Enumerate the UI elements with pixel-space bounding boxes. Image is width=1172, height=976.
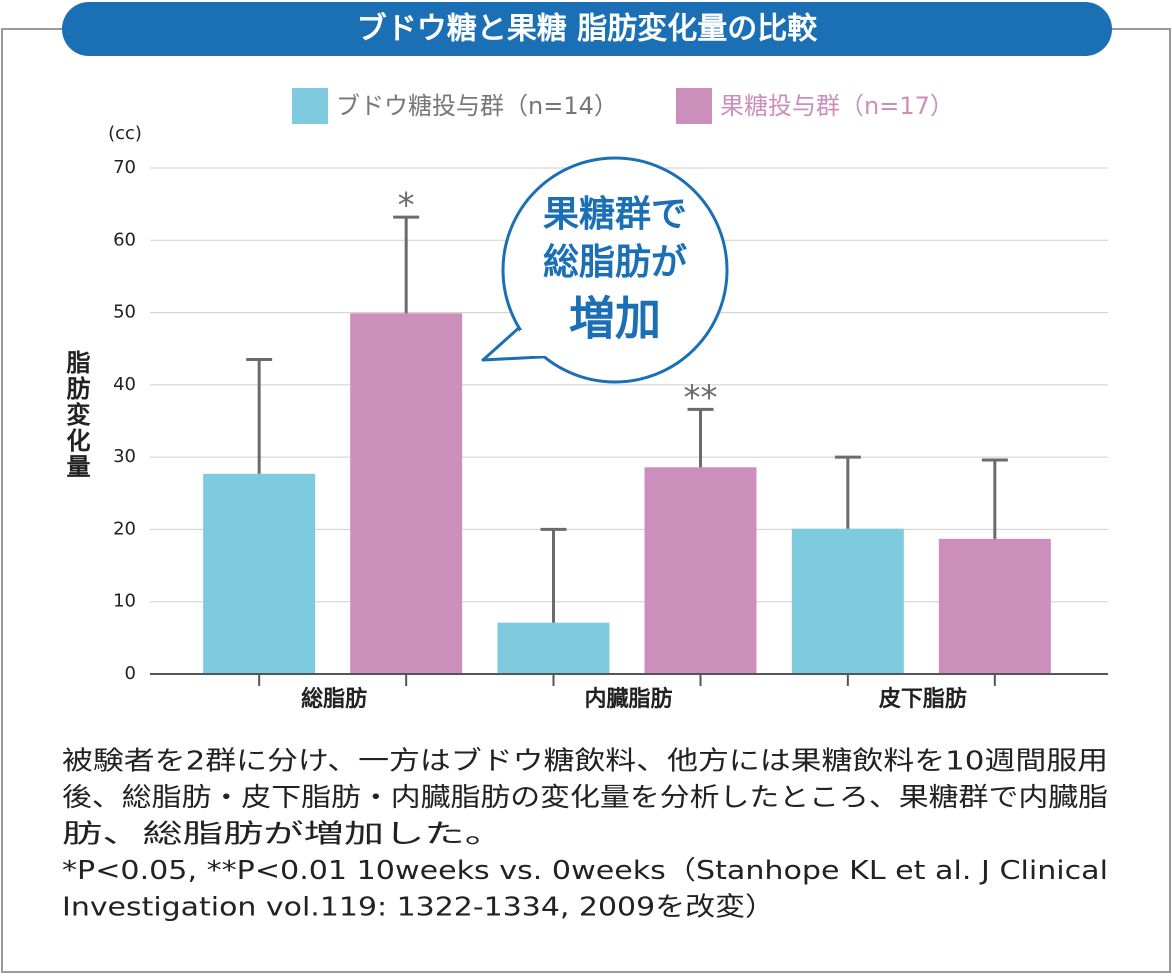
y-tick-label: 60 bbox=[113, 229, 136, 250]
footnote-line: 肪、総脂肪が増加した。 bbox=[62, 820, 505, 850]
x-tick-label: 内臓脂肪 bbox=[584, 686, 672, 712]
y-tick-label: 20 bbox=[113, 518, 136, 539]
y-tick-label: 50 bbox=[113, 302, 136, 323]
bar bbox=[644, 467, 757, 674]
title-band bbox=[62, 2, 1112, 56]
footnote-line: 被験者を2群に分け、一方はブドウ糖飲料、他方には果糖飲料を10週間服用 bbox=[62, 747, 1108, 777]
legend-swatch bbox=[676, 88, 712, 124]
error-bar bbox=[981, 458, 1008, 539]
legend-label: 果糖投与群（n=17） bbox=[720, 92, 954, 120]
y-unit: (cc) bbox=[108, 123, 142, 144]
bar bbox=[203, 473, 316, 674]
legend-label: ブドウ糖投与群（n=14） bbox=[336, 92, 618, 120]
footnote-line: *P<0.05, **P<0.01 10weeks vs. 0weeks（Sta… bbox=[62, 856, 1108, 886]
error-bar bbox=[687, 407, 714, 468]
callout-text: 総脂肪が bbox=[543, 242, 687, 283]
y-tick-label: 70 bbox=[113, 157, 136, 178]
error-bar bbox=[246, 358, 273, 474]
x-tick-label: 総脂肪 bbox=[301, 686, 367, 712]
footnote-line: 後、総脂肪・皮下脂肪・内臓脂肪の変化量を分析したところ、果糖群で内臓脂 bbox=[62, 783, 1108, 813]
bar bbox=[350, 313, 463, 674]
plot: 0 10 20 30 40 50 60 70 ブドウ糖投与群（n=14） 果糖投与群（n=17） 総… bbox=[113, 88, 1108, 712]
y-axis-label: 脂肪変化量 bbox=[62, 350, 90, 480]
bar bbox=[938, 538, 1051, 674]
legend-swatch bbox=[292, 88, 328, 124]
error-bar bbox=[834, 455, 861, 529]
footnote-line: Investigation vol.119: 1322-1334, 2009を改… bbox=[62, 893, 775, 923]
y-axis-label-text: 脂肪変化量 bbox=[62, 350, 90, 480]
significance-label: ** bbox=[684, 378, 718, 418]
significance-label: * bbox=[398, 186, 415, 226]
y-tick-label: 30 bbox=[113, 446, 136, 467]
error-bar bbox=[540, 527, 567, 623]
chart-title: ブドウ糖と果糖 脂肪変化量の比較 bbox=[357, 12, 818, 47]
y-tick-label: 40 bbox=[113, 374, 136, 395]
x-tick-label: 皮下脂肪 bbox=[879, 686, 967, 712]
y-tick-label: 0 bbox=[125, 663, 136, 684]
callout-joint bbox=[520, 330, 580, 356]
callout-text: 果糖群で bbox=[543, 194, 687, 235]
callout: 果糖群で 総脂肪が 増加 bbox=[481, 156, 729, 384]
bar bbox=[791, 528, 904, 674]
callout-text: 増加 bbox=[569, 292, 661, 346]
callout-bubble bbox=[501, 156, 729, 384]
error-bar bbox=[393, 215, 420, 314]
bar bbox=[497, 622, 610, 674]
y-tick-label: 10 bbox=[113, 591, 136, 612]
